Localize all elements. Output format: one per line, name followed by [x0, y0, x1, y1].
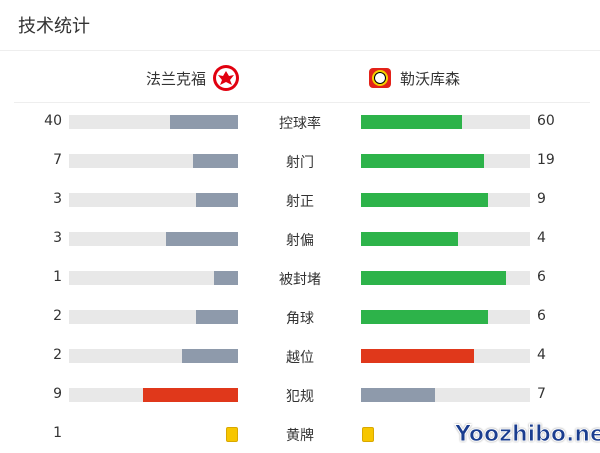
stat-row: 2 越位 4 [0, 346, 600, 366]
home-bar [69, 232, 238, 246]
stat-name: 射门 [286, 155, 314, 171]
away-value: 7 [537, 386, 546, 402]
away-bar-fill [361, 193, 488, 207]
stat-name: 角球 [286, 311, 314, 327]
away-bar [361, 154, 530, 168]
home-bar [69, 349, 238, 363]
stat-name: 被封堵 [279, 272, 321, 288]
home-bar [69, 388, 238, 402]
away-bar-fill [361, 310, 488, 324]
home-bar-fill [213, 271, 238, 285]
stat-name: 控球率 [279, 116, 321, 132]
away-bar [361, 310, 530, 324]
away-team-name: 勒沃库森 [400, 69, 461, 88]
home-team[interactable]: 法兰克福 [146, 64, 240, 92]
away-bar-fill [361, 115, 463, 129]
home-bar-fill [142, 388, 238, 402]
stat-name: 犯规 [286, 389, 314, 405]
away-bar-fill [361, 232, 458, 246]
home-value: 40 [44, 113, 62, 129]
home-value: 1 [53, 269, 62, 285]
page-title: 技术统计 [18, 16, 90, 37]
stat-row: 3 射正 9 [0, 190, 600, 210]
stat-row: 7 射门 19 [0, 151, 600, 171]
away-bar-fill [361, 271, 506, 285]
away-bar-fill [361, 154, 485, 168]
stat-row: 1 被封堵 6 [0, 268, 600, 288]
stat-name: 射正 [286, 194, 314, 210]
home-team-name: 法兰克福 [145, 69, 206, 88]
away-value: 19 [537, 152, 555, 168]
stat-row: 3 射偏 4 [0, 229, 600, 249]
stat-row-yellow-cards: 1 黄牌 [0, 424, 600, 444]
home-bar [69, 154, 238, 168]
divider [14, 102, 590, 103]
home-bar-fill [181, 349, 238, 363]
home-bar-fill [192, 154, 238, 168]
home-bar [69, 115, 238, 129]
away-team[interactable]: 勒沃库森 [366, 64, 460, 92]
home-value: 7 [53, 152, 62, 168]
away-bar [361, 271, 530, 285]
away-value: 6 [537, 269, 546, 285]
eintracht-frankfurt-logo-icon [213, 65, 239, 91]
home-bar [69, 193, 238, 207]
away-value: 60 [537, 113, 555, 129]
away-bar [361, 193, 530, 207]
away-bar-fill [361, 388, 435, 402]
home-bar [69, 271, 238, 285]
home-value: 3 [53, 230, 62, 246]
home-value: 2 [53, 308, 62, 324]
away-bar-fill [361, 349, 474, 363]
home-bar [69, 310, 238, 324]
away-value: 6 [537, 308, 546, 324]
stat-name: 越位 [286, 350, 314, 366]
home-value: 2 [53, 347, 62, 363]
home-value: 3 [53, 191, 62, 207]
away-bar [361, 349, 530, 363]
stat-name: 黄牌 [286, 428, 314, 444]
home-bar-fill [165, 232, 238, 246]
away-value: 4 [537, 347, 546, 363]
stat-name: 射偏 [286, 233, 314, 249]
yellow-card-icon [362, 427, 374, 442]
away-bar [361, 232, 530, 246]
away-value: 4 [537, 230, 546, 246]
stat-row: 9 犯规 7 [0, 385, 600, 405]
stat-row: 40 控球率 60 [0, 112, 600, 132]
home-bar-fill [170, 115, 238, 129]
bayer-leverkusen-logo-icon [369, 68, 391, 88]
home-value: 9 [53, 386, 62, 402]
away-bar [361, 115, 530, 129]
home-bar-fill [195, 193, 238, 207]
home-value: 1 [53, 425, 62, 441]
yellow-card-icon [226, 427, 238, 442]
stat-row: 2 角球 6 [0, 307, 600, 327]
away-value: 9 [537, 191, 546, 207]
divider [0, 50, 600, 51]
home-bar-fill [195, 310, 238, 324]
away-bar [361, 388, 530, 402]
watermark: Yoozhibo.net [454, 422, 600, 448]
